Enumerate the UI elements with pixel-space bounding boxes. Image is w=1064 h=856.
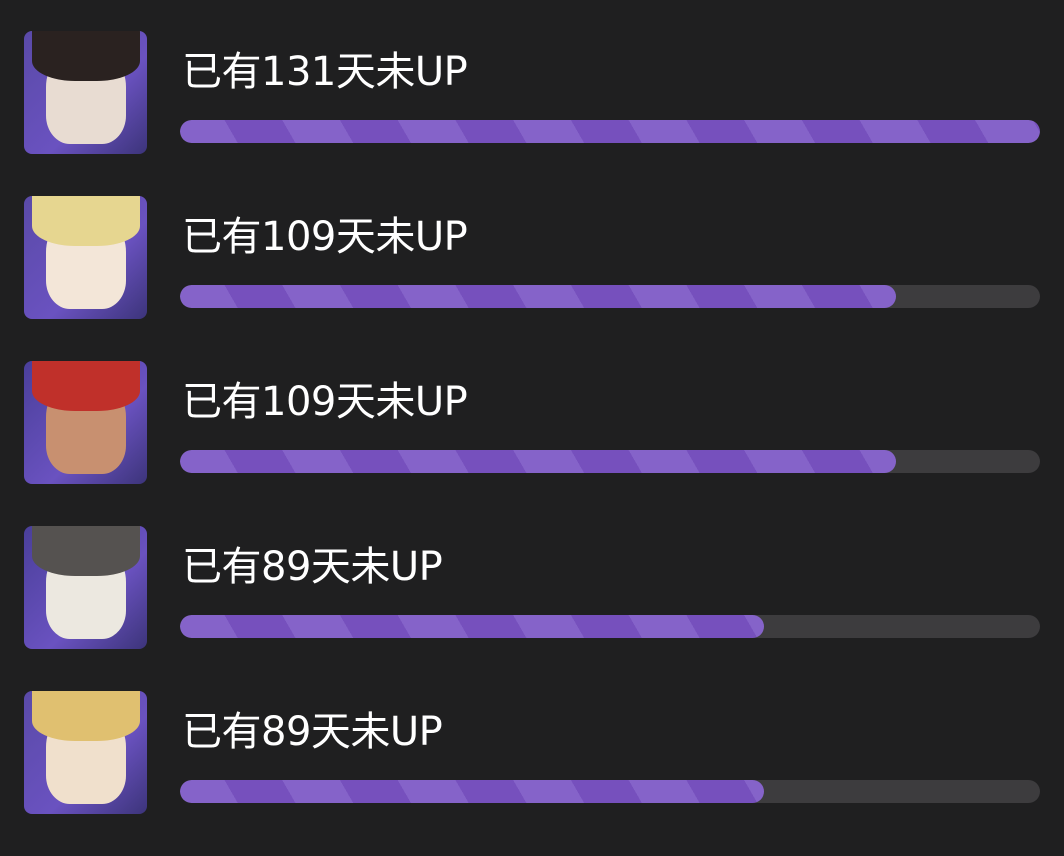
days-since-up-label: 已有131天未UP xyxy=(182,49,468,95)
progress-fill xyxy=(180,780,764,803)
list-item[interactable]: 已有89天未UP xyxy=(0,526,1064,691)
progress-fill xyxy=(180,285,896,308)
avatar[interactable] xyxy=(24,361,147,484)
progress-fill xyxy=(180,450,896,473)
avatar[interactable] xyxy=(24,691,147,814)
avatar[interactable] xyxy=(24,196,147,319)
avatar[interactable] xyxy=(24,526,147,649)
list-item[interactable]: 已有131天未UP xyxy=(0,31,1064,196)
progress-fill xyxy=(180,120,1040,143)
avatar[interactable] xyxy=(24,31,147,154)
days-since-up-label: 已有109天未UP xyxy=(182,214,468,260)
progress-bar xyxy=(180,285,1040,308)
days-since-up-label: 已有89天未UP xyxy=(182,709,443,755)
days-since-up-label: 已有89天未UP xyxy=(182,544,443,590)
list-item[interactable]: 已有109天未UP xyxy=(0,196,1064,361)
progress-bar xyxy=(180,120,1040,143)
days-since-up-label: 已有109天未UP xyxy=(182,379,468,425)
progress-bar xyxy=(180,615,1040,638)
list-item[interactable]: 已有109天未UP xyxy=(0,361,1064,526)
progress-bar xyxy=(180,780,1040,803)
list-item[interactable]: 已有89天未UP xyxy=(0,691,1064,856)
progress-fill xyxy=(180,615,764,638)
progress-bar xyxy=(180,450,1040,473)
